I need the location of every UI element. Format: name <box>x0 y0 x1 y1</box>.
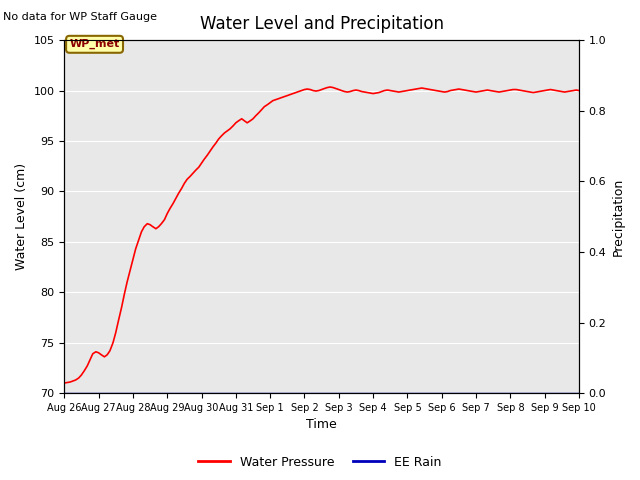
Text: No data for WP Staff Gauge: No data for WP Staff Gauge <box>3 12 157 22</box>
Legend: Water Pressure, EE Rain: Water Pressure, EE Rain <box>193 451 447 474</box>
Text: WP_met: WP_met <box>69 39 120 49</box>
Title: Water Level and Precipitation: Water Level and Precipitation <box>200 15 444 33</box>
Y-axis label: Precipitation: Precipitation <box>612 178 625 256</box>
Y-axis label: Water Level (cm): Water Level (cm) <box>15 163 28 270</box>
X-axis label: Time: Time <box>307 419 337 432</box>
